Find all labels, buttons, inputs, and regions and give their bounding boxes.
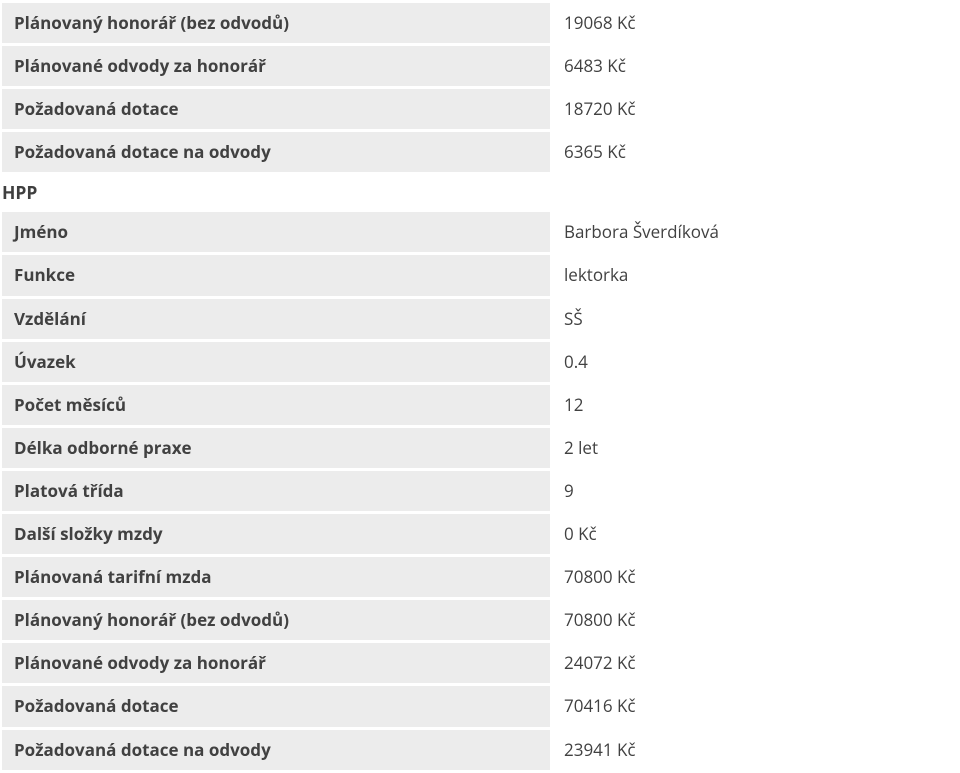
table-row: Jméno Barbora Šverdíková [2, 212, 958, 252]
row-label: Vzdělání [2, 299, 550, 339]
table-row: Plánovaný honorář (bez odvodů) 70800 Kč [2, 600, 958, 640]
table-row: Délka odborné praxe 2 let [2, 428, 958, 468]
row-value: 24072 Kč [552, 643, 958, 683]
summary-table-1: Plánovaný honorář (bez odvodů) 19068 Kč … [0, 0, 960, 175]
row-label: Plánované odvody za honorář [2, 643, 550, 683]
row-label: Další složky mzdy [2, 514, 550, 554]
row-value: 70800 Kč [552, 557, 958, 597]
row-value: 12 [552, 385, 958, 425]
row-value: 70800 Kč [552, 600, 958, 640]
table-row: Požadovaná dotace na odvody 23941 Kč [2, 730, 958, 770]
row-value: 18720 Kč [552, 89, 958, 129]
row-label: Délka odborné praxe [2, 428, 550, 468]
row-value: 2 let [552, 428, 958, 468]
row-value: 0.4 [552, 342, 958, 382]
row-label: Plánovaný honorář (bez odvodů) [2, 600, 550, 640]
detail-table-2: Jméno Barbora Šverdíková Funkce lektorka… [0, 209, 960, 772]
row-value: lektorka [552, 255, 958, 295]
row-value: 70416 Kč [552, 686, 958, 726]
row-label: Jméno [2, 212, 550, 252]
table-row: Platová třída 9 [2, 471, 958, 511]
table-row: Další složky mzdy 0 Kč [2, 514, 958, 554]
row-value: 6483 Kč [552, 46, 958, 86]
row-label: Plánovaný honorář (bez odvodů) [2, 3, 550, 43]
section-heading-hpp: HPP [0, 175, 960, 209]
row-label: Požadovaná dotace na odvody [2, 730, 550, 770]
row-label: Požadovaná dotace na odvody [2, 132, 550, 172]
row-value: 9 [552, 471, 958, 511]
row-value: SŠ [552, 299, 958, 339]
row-label: Platová třída [2, 471, 550, 511]
row-label: Úvazek [2, 342, 550, 382]
table-row: Funkce lektorka [2, 255, 958, 295]
row-value: Barbora Šverdíková [552, 212, 958, 252]
row-label: Plánované odvody za honorář [2, 46, 550, 86]
row-label: Požadovaná dotace [2, 686, 550, 726]
table-row: Plánovaná tarifní mzda 70800 Kč [2, 557, 958, 597]
row-value: 0 Kč [552, 514, 958, 554]
table-row: Vzdělání SŠ [2, 299, 958, 339]
table-row: Plánované odvody za honorář 24072 Kč [2, 643, 958, 683]
row-value: 23941 Kč [552, 730, 958, 770]
row-value: 19068 Kč [552, 3, 958, 43]
table-row: Požadovaná dotace 18720 Kč [2, 89, 958, 129]
row-label: Funkce [2, 255, 550, 295]
table-row: Požadovaná dotace na odvody 6365 Kč [2, 132, 958, 172]
row-label: Počet měsíců [2, 385, 550, 425]
row-value: 6365 Kč [552, 132, 958, 172]
table-row: Plánovaný honorář (bez odvodů) 19068 Kč [2, 3, 958, 43]
table-row: Úvazek 0.4 [2, 342, 958, 382]
row-label: Požadovaná dotace [2, 89, 550, 129]
table-row: Požadovaná dotace 70416 Kč [2, 686, 958, 726]
table-row: Plánované odvody za honorář 6483 Kč [2, 46, 958, 86]
table-row: Počet měsíců 12 [2, 385, 958, 425]
row-label: Plánovaná tarifní mzda [2, 557, 550, 597]
